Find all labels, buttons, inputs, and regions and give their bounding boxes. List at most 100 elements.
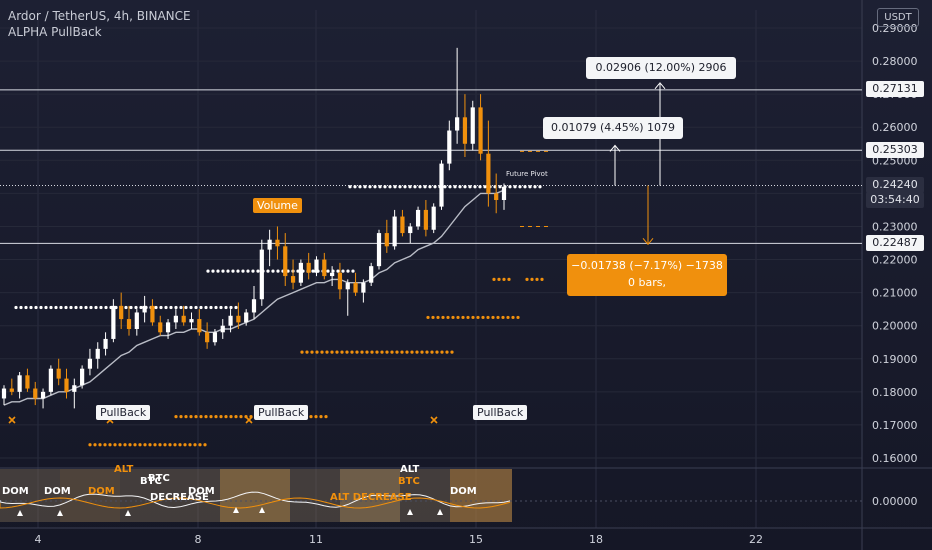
osc-label: ALT xyxy=(114,464,133,475)
candle-body xyxy=(408,226,413,234)
candle-body xyxy=(431,206,436,230)
time-tick: 4 xyxy=(35,533,42,546)
pivot-dot xyxy=(305,350,309,354)
candle-body xyxy=(345,282,350,290)
pivot-dot xyxy=(143,443,147,447)
pivot-dot xyxy=(168,443,172,447)
pivot-dot xyxy=(378,185,382,189)
candle-body xyxy=(244,312,249,323)
candle-body xyxy=(95,348,100,359)
candle-body xyxy=(486,153,491,194)
pivot-dot xyxy=(445,350,449,354)
pivot-dot xyxy=(481,315,485,320)
price-label-current: 0.24240 xyxy=(866,177,924,193)
pivot-dot xyxy=(320,350,324,354)
pivot-dot xyxy=(188,443,192,447)
measure-down-change: −0.01738 (−7.17%) −1738 xyxy=(571,259,723,272)
arrowhead-up-large xyxy=(654,82,666,90)
pivot-dot xyxy=(69,305,73,310)
price-tick: 0.28000 xyxy=(872,55,918,68)
indicator-title[interactable]: ALPHA PullBack xyxy=(8,25,102,39)
candle-body xyxy=(103,338,108,349)
pivot-dot xyxy=(433,185,437,189)
osc-line xyxy=(0,491,511,509)
currency-button[interactable]: USDT xyxy=(877,8,919,27)
candle-body xyxy=(447,130,452,164)
pivot-dot xyxy=(64,305,68,310)
pivot-dot xyxy=(183,443,187,447)
candle-body xyxy=(267,239,272,250)
price-axis[interactable]: 0.290000.280000.270000.260000.250000.240… xyxy=(872,22,918,508)
pivot-dot xyxy=(178,443,182,447)
pivot-dot xyxy=(224,305,228,310)
candle-body xyxy=(17,375,22,392)
pivot-dot xyxy=(219,415,223,419)
candle-body xyxy=(228,315,233,326)
pivot-dot xyxy=(456,315,460,320)
pivot-dot xyxy=(383,185,387,189)
osc-tick: 0.00000 xyxy=(872,495,918,508)
time-tick: 8 xyxy=(195,533,202,546)
time-tick: 18 xyxy=(589,533,603,546)
candle-body xyxy=(392,216,397,247)
pivot-dot xyxy=(314,415,318,419)
osc-triangle xyxy=(233,507,239,513)
pivot-dot xyxy=(194,415,198,419)
pullback-label-3: PullBack xyxy=(473,405,528,420)
pivot-dot xyxy=(224,415,228,419)
measure-up-small[interactable]: 0.01079 (4.45%) 1079 xyxy=(543,117,683,139)
pivot-dot xyxy=(134,305,138,310)
pivot-dot xyxy=(103,443,107,447)
candle-body xyxy=(236,315,241,323)
candle-body xyxy=(25,375,30,389)
pivot-dot xyxy=(363,185,367,189)
pivot-dot xyxy=(400,350,404,354)
candle-body xyxy=(275,239,280,247)
pivot-dot xyxy=(441,315,445,320)
pivot-dot xyxy=(189,415,193,419)
pivot-dot xyxy=(169,305,173,310)
measure-up-large[interactable]: 0.02906 (12.00%) 2906 xyxy=(586,57,736,79)
pullback-label-1: PullBack xyxy=(96,405,151,420)
time-axis[interactable]: 4 8 11 15 18 22 xyxy=(35,533,764,546)
pivot-dot xyxy=(516,315,520,320)
pivot-dot xyxy=(428,185,432,189)
candle-body xyxy=(181,315,186,323)
candle-body xyxy=(189,319,194,323)
pivot-dot xyxy=(350,350,354,354)
pivot-dot xyxy=(89,305,93,310)
pivot-dot xyxy=(118,443,122,447)
pivot-dot xyxy=(403,185,407,189)
symbol-title[interactable]: Ardor / TetherUS, 4h, BINANCE xyxy=(8,9,191,23)
pivot-dot xyxy=(492,277,496,281)
osc-label: ALT DECREASE xyxy=(330,492,412,503)
pivot-dot xyxy=(365,350,369,354)
pivot-dot xyxy=(351,269,355,273)
pivot-dot xyxy=(216,269,220,273)
price-tick: 0.22000 xyxy=(872,254,918,267)
pivot-dot xyxy=(128,443,132,447)
candle-body xyxy=(330,272,335,277)
pivot-dot xyxy=(99,305,103,310)
price-tick: 0.20000 xyxy=(872,320,918,333)
signal-x-mark xyxy=(8,416,16,424)
price-label-upper: 0.27131 xyxy=(866,81,924,97)
measure-down[interactable]: −0.01738 (−7.17%) −1738 0 bars, xyxy=(567,254,727,296)
osc-triangle xyxy=(125,510,131,516)
moving-average xyxy=(3,189,505,406)
pivot-dot xyxy=(184,415,188,419)
pivot-dot xyxy=(44,305,48,310)
candle-body xyxy=(439,163,444,207)
pivot-dot xyxy=(159,305,163,310)
pivot-dot xyxy=(173,443,177,447)
pivot-dot xyxy=(330,350,334,354)
pivot-dot xyxy=(528,185,532,189)
candle-body xyxy=(251,299,257,313)
pivot-dot xyxy=(179,305,183,310)
pivot-dot xyxy=(506,315,510,320)
pivot-dot xyxy=(466,315,470,320)
pivot-dot xyxy=(530,277,534,281)
pivot-dot xyxy=(79,305,83,310)
candle-body xyxy=(111,305,116,339)
